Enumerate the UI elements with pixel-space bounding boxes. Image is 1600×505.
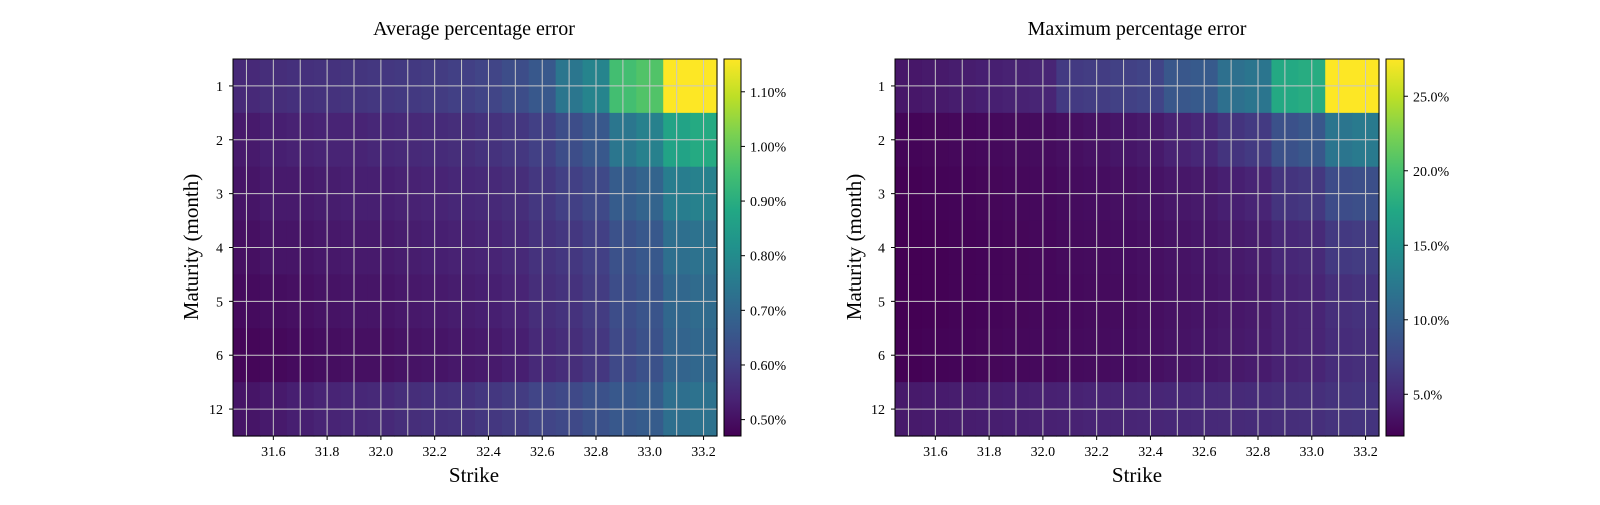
x-tick-label: 32.8 (584, 445, 609, 460)
y-tick-label: 5 (878, 295, 885, 310)
x-tick-label: 32.0 (1031, 445, 1056, 460)
colorbar-frame (1385, 58, 1405, 437)
x-tick-label: 32.4 (476, 445, 501, 460)
colorbar-tick-label: 0.50% (750, 414, 787, 429)
grid-lines (895, 59, 1379, 436)
x-tick-label: 31.6 (261, 445, 286, 460)
heatmap-panel-maximum: Maximum percentage error Strike Maturity… (842, 18, 1450, 487)
chart-title: Average percentage error (373, 18, 575, 40)
x-tick-label: 32.4 (1138, 445, 1163, 460)
colorbar-frame (723, 58, 742, 437)
colorbar-tick-label: 1.10% (750, 86, 787, 101)
y-tick-label: 12 (209, 403, 223, 418)
chart-title: Maximum percentage error (1028, 18, 1247, 40)
x-ticks: 31.6 31.8 32.0 32.2 32.4 32.6 32.8 33.0 33.2 (261, 436, 716, 460)
x-tick-label: 32.2 (422, 445, 447, 460)
y-tick-label: 6 (878, 349, 885, 364)
y-tick-label: 2 (216, 134, 223, 149)
colorbar-tick-label: 10.0% (1413, 314, 1450, 329)
y-tick-label: 1 (216, 80, 223, 95)
colorbar-tick-label: 0.80% (750, 250, 787, 265)
colorbar: 5.0% 10.0% 15.0% 20.0% 25.0% (1385, 58, 1450, 437)
x-axis-label: Strike (449, 463, 499, 487)
grid-lines (233, 59, 717, 436)
x-tick-label: 31.8 (315, 445, 340, 460)
x-tick-label: 32.2 (1084, 445, 1109, 460)
y-tick-label: 1 (878, 80, 885, 95)
x-tick-label: 33.2 (1353, 445, 1378, 460)
x-ticks: 31.6 31.8 32.0 32.2 32.4 32.6 32.8 33.0 33.2 (923, 436, 1378, 460)
colorbar-gradient (1386, 59, 1404, 436)
x-axis-label: Strike (1112, 463, 1162, 487)
y-tick-label: 4 (878, 242, 885, 257)
x-tick-label: 33.2 (691, 445, 716, 460)
x-tick-label: 32.6 (530, 445, 555, 460)
y-axis-label: Maturity (month) (842, 174, 866, 320)
y-tick-label: 3 (216, 188, 223, 203)
x-tick-label: 31.8 (977, 445, 1002, 460)
x-tick-label: 33.0 (1300, 445, 1325, 460)
y-tick-label: 12 (871, 403, 885, 418)
x-tick-label: 32.8 (1246, 445, 1271, 460)
colorbar-tick-label: 0.70% (750, 304, 787, 319)
colorbar-tick-label: 15.0% (1413, 239, 1450, 254)
x-tick-label: 31.6 (923, 445, 948, 460)
colorbar-gradient (724, 59, 741, 436)
x-tick-label: 32.6 (1192, 445, 1217, 460)
colorbar-tick-label: 20.0% (1413, 165, 1450, 180)
y-tick-label: 6 (216, 349, 223, 364)
y-tick-label: 3 (878, 188, 885, 203)
heatmap-panel-average: Average percentage error Strike Maturity… (179, 18, 787, 487)
y-axis-label: Maturity (month) (179, 174, 203, 320)
colorbar-tick-label: 5.0% (1413, 388, 1443, 403)
y-tick-label: 4 (216, 242, 223, 257)
colorbar: 0.50% 0.60% 0.70% 0.80% 0.90% 1.00% 1.10% (723, 58, 787, 437)
colorbar-tick-label: 25.0% (1413, 90, 1450, 105)
colorbar-tick-label: 1.00% (750, 140, 787, 155)
y-tick-label: 5 (216, 295, 223, 310)
x-tick-label: 33.0 (638, 445, 663, 460)
colorbar-tick-label: 0.60% (750, 359, 787, 374)
y-tick-label: 2 (878, 134, 885, 149)
colorbar-tick-label: 0.90% (750, 195, 787, 210)
x-tick-label: 32.0 (369, 445, 394, 460)
